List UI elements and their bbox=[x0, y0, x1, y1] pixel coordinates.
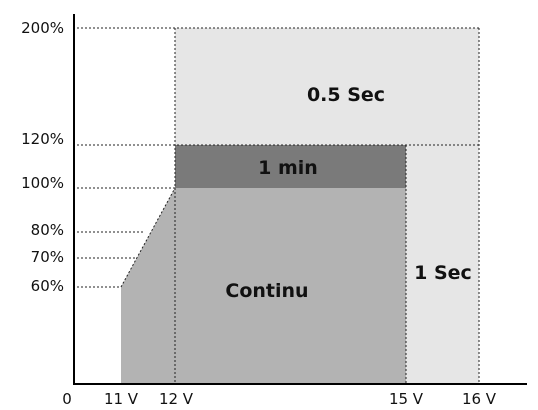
x-tick-16v: 16 V bbox=[462, 390, 497, 408]
region-continuous bbox=[121, 188, 406, 384]
x-tick-12v: 12 V bbox=[159, 390, 194, 408]
y-tick-100: 100% bbox=[21, 174, 64, 192]
region-one-minute bbox=[175, 145, 406, 188]
y-tick-80: 80% bbox=[31, 221, 64, 239]
guide-lines bbox=[73, 27, 480, 384]
y-tick-200: 200% bbox=[21, 19, 64, 37]
label-one-second: 1 Sec bbox=[414, 262, 472, 284]
x-tick-11v: 11 V bbox=[104, 390, 139, 408]
x-tick-0: 0 bbox=[62, 390, 72, 408]
y-tick-120: 120% bbox=[21, 130, 64, 148]
label-one-minute: 1 min bbox=[258, 157, 318, 179]
label-continuous: Continu bbox=[225, 280, 308, 302]
x-tick-15v: 15 V bbox=[389, 390, 424, 408]
y-tick-70: 70% bbox=[31, 248, 64, 266]
label-half-second: 0.5 Sec bbox=[307, 84, 385, 106]
y-tick-60: 60% bbox=[31, 277, 64, 295]
region-half-second bbox=[175, 28, 479, 145]
region-one-second bbox=[406, 145, 479, 384]
